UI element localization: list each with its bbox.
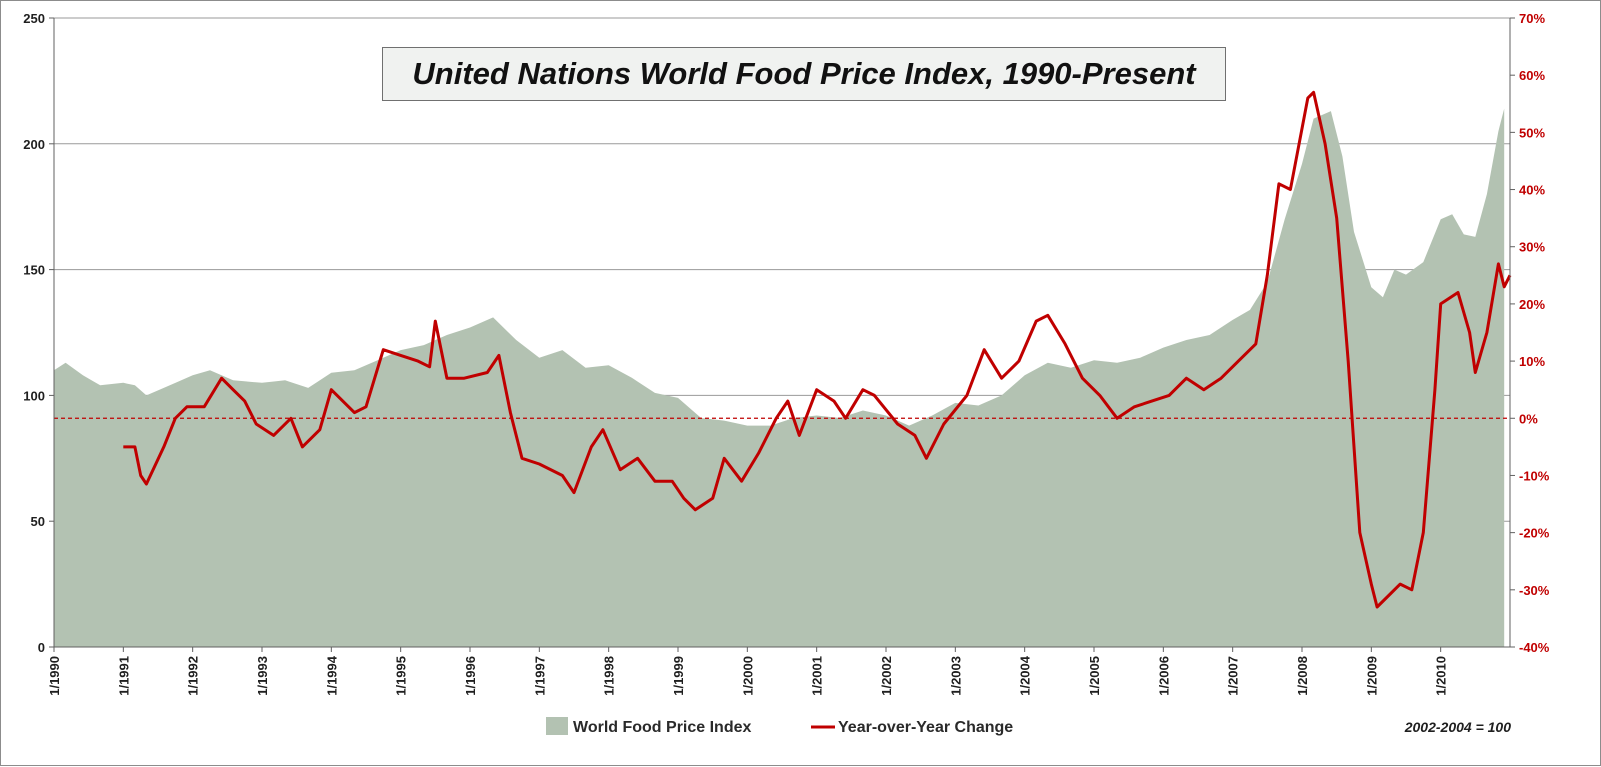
x-tick-label: 1/1993 (255, 656, 270, 696)
x-tick-label: 1/2006 (1156, 656, 1171, 696)
x-tick-label: 1/2000 (740, 656, 755, 696)
x-tick-label: 1/1998 (602, 656, 617, 696)
right-tick-label: -40% (1519, 640, 1550, 655)
x-tick-label: 1/2007 (1226, 656, 1241, 696)
right-axis-tick-labels: -40% -30% -20% -10% 0% 10% 20% 30% 40% 50% 60% 70% (1510, 11, 1550, 655)
x-tick-label: 1/2010 (1434, 656, 1449, 696)
right-tick-label: 10% (1519, 354, 1545, 369)
x-tick-label: 1/1990 (47, 656, 62, 696)
x-tick-label: 1/1997 (532, 656, 547, 696)
food-price-index-area-shape (54, 108, 1505, 648)
yoy-change-polyline (123, 90, 1512, 609)
x-tick-label: 1/1991 (116, 656, 131, 696)
x-tick-label: 1/1999 (671, 656, 686, 696)
right-tick-label: 40% (1519, 183, 1545, 198)
food-price-index-area (54, 108, 1505, 648)
left-tick-label: 100 (23, 388, 45, 403)
right-tick-label: -10% (1519, 468, 1550, 483)
right-tick-label: 0% (1519, 411, 1538, 426)
left-tick-label: 50 (31, 514, 45, 529)
right-tick-label: 20% (1519, 297, 1545, 312)
legend-label-food-price-index: World Food Price Index (573, 719, 751, 736)
right-tick-label: 70% (1519, 11, 1545, 26)
left-tick-label: 250 (23, 11, 45, 26)
x-tick-label: 1/1996 (463, 656, 478, 696)
chart-title: United Nations World Food Price Index, 1… (412, 56, 1196, 91)
right-tick-label: -20% (1519, 526, 1550, 541)
x-tick-label: 1/2001 (810, 656, 825, 696)
left-axis-tick-labels: 0 50 100 150 200 250 (23, 11, 54, 655)
right-tick-label: 50% (1519, 125, 1545, 140)
chart-title-box: United Nations World Food Price Index, 1… (382, 47, 1226, 101)
x-tick-label: 1/2004 (1018, 655, 1033, 696)
x-tick-label: 1/2009 (1364, 656, 1379, 696)
yoy-change-line (123, 90, 1512, 609)
left-tick-label: 200 (23, 137, 45, 152)
x-tick-label: 1/1992 (186, 656, 201, 696)
right-tick-label: 60% (1519, 68, 1545, 83)
left-tick-label: 0 (38, 640, 45, 655)
x-tick-label: 1/1995 (394, 656, 409, 696)
x-tick-label: 1/1994 (324, 655, 339, 696)
axes (53, 18, 1511, 648)
legend: World Food Price Index Year-over-Year Ch… (546, 717, 1013, 736)
legend-label-yoy-change: Year-over-Year Change (838, 719, 1013, 736)
left-tick-label: 150 (23, 263, 45, 278)
base-period-footnote: 2002-2004 = 100 (1404, 719, 1511, 735)
x-tick-label: 1/2003 (948, 656, 963, 696)
right-tick-label: 30% (1519, 240, 1545, 255)
legend-swatch-food-price-index (546, 717, 568, 735)
right-tick-label: -30% (1519, 583, 1550, 598)
x-axis-tick-labels: 1/1990 1/1991 1/1992 1/1993 1/1994 1/1995 1/19… (47, 647, 1449, 696)
x-tick-label: 1/2008 (1295, 656, 1310, 696)
x-tick-label: 1/2002 (879, 656, 894, 696)
x-tick-label: 1/2005 (1087, 656, 1102, 696)
